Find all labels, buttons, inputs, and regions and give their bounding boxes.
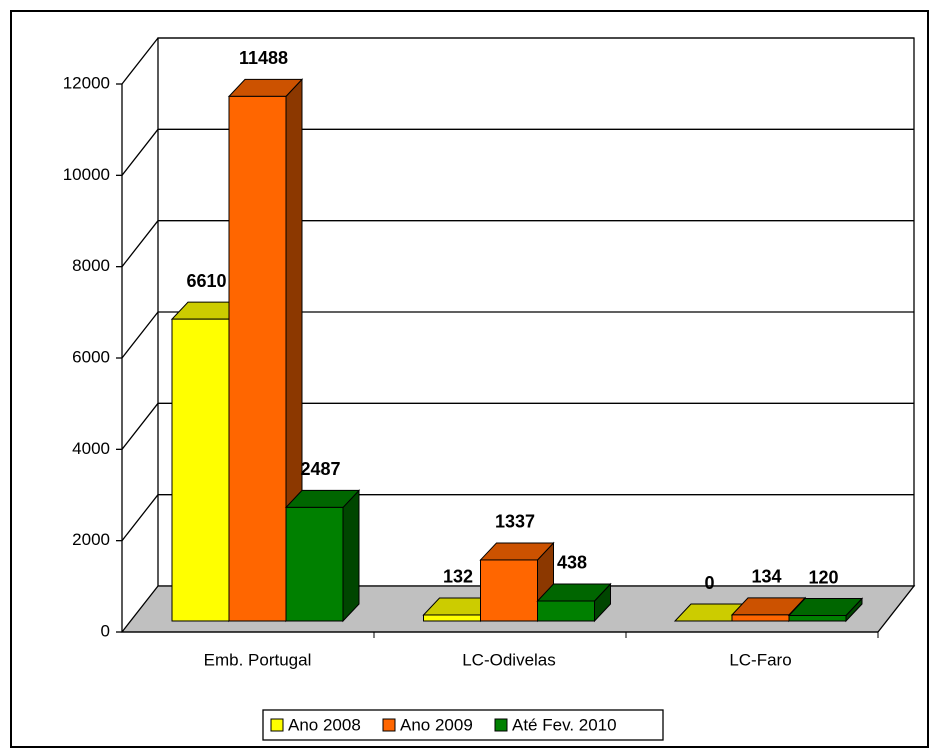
y-tick-label: 4000 [72,439,110,458]
data-label: 120 [808,567,838,587]
y-tick-label: 10000 [63,165,110,184]
x-tick-label: Emb. Portugal [204,650,312,669]
x-tick-label: LC-Odivelas [462,650,556,669]
legend-label: Ano 2008 [288,715,361,734]
y-tick-label: 2000 [72,530,110,549]
bar [227,78,304,623]
bar [284,489,361,623]
data-label: 6610 [186,271,226,291]
bar-front [480,559,538,622]
bar-front [171,318,230,622]
data-label: 2487 [300,459,340,479]
data-label: 0 [704,573,714,593]
grid-line [121,311,914,359]
bar-front [788,615,847,622]
legend-label: Ano 2009 [400,715,473,734]
bar-side [342,489,360,623]
y-tick-label: 12000 [63,73,110,92]
grid-line [121,494,914,542]
grid-line [121,402,914,450]
bar [536,582,612,623]
legend-swatch [270,718,284,732]
bar-front [537,600,595,622]
grid-line [121,128,914,176]
y-tick-label: 0 [101,621,110,640]
legend-label: Até Fev. 2010 [512,715,617,734]
bar [479,541,555,623]
legend-swatch [382,718,396,732]
bar-front [423,614,481,622]
legend: Ano 2008 Ano 2009 Até Fev. 2010 [262,709,664,741]
data-label: 1337 [495,512,535,532]
bar [787,597,864,623]
x-tick-label: LC-Faro [729,650,791,669]
bar-front [285,506,344,622]
y-tick-label: 8000 [72,256,110,275]
data-label: 132 [443,567,473,587]
y-tick-label: 6000 [72,347,110,366]
bar-front [731,614,790,622]
data-label: 11488 [239,48,288,68]
data-label: 438 [557,553,587,573]
legend-swatch [494,718,508,732]
grid-line [121,37,914,85]
grid-line [121,220,914,268]
data-label: 134 [751,567,781,587]
bar-front [228,95,287,622]
legend-box [262,709,664,741]
